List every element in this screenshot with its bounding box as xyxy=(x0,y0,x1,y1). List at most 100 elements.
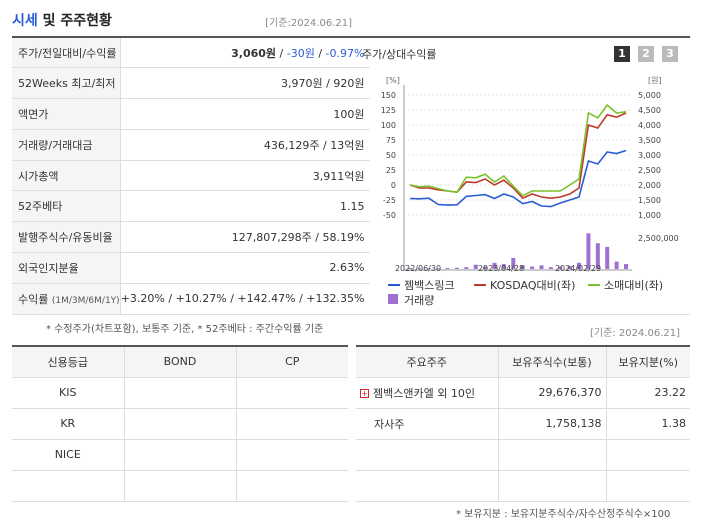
right-tick-label: 1,000 xyxy=(638,211,661,220)
series-line-retail xyxy=(409,104,627,197)
info-row: 발행주식수/유동비율 127,807,298주 / 58.19% xyxy=(12,221,371,254)
chart-tab-1[interactable]: 1 xyxy=(614,46,630,62)
volume-bar xyxy=(454,267,459,269)
right-axis-unit: [원] xyxy=(648,76,662,85)
info-value: 3,970원 / 920원 xyxy=(120,67,371,100)
left-tick-label: 150 xyxy=(381,91,396,100)
table-row: KIS xyxy=(12,377,348,409)
info-label: 액면가 xyxy=(12,98,121,130)
volume-bar xyxy=(614,261,619,269)
volume-bar xyxy=(492,262,497,269)
holder-shares xyxy=(498,470,607,502)
reference-date: [기준:2024.06.21] xyxy=(265,18,352,29)
expand-icon[interactable]: + xyxy=(360,389,369,398)
returns-periods: (1M/3M/6M/1Y) xyxy=(51,295,120,306)
chart-legend: 젬백스링크 KOSDAQ대비(좌) 소매대비(좌) 거래량 xyxy=(388,279,663,307)
left-tick-label: 50 xyxy=(386,151,396,160)
right-tick-label: 3,000 xyxy=(638,151,661,160)
legend-kosdaq: KOSDAQ대비(좌) xyxy=(490,279,575,292)
title-rest: 및 주주현황 xyxy=(37,13,112,29)
left-tick-label: 75 xyxy=(386,136,396,145)
grade-agency: KR xyxy=(12,408,125,440)
grade-cp xyxy=(236,377,348,409)
holder-percent: 1.38 xyxy=(606,408,690,440)
info-value: 436,129주 / 13억원 xyxy=(120,129,371,161)
volume-bar xyxy=(445,268,450,269)
chart-title: 주가/상대수익률 xyxy=(362,48,437,61)
info-row: 시가총액 3,911억원 xyxy=(12,160,371,192)
holder-percent: 23.22 xyxy=(606,377,690,409)
volume-tick-label: 2,500,000 xyxy=(638,234,679,243)
x-tick-label: 2022/06/30 xyxy=(395,264,441,273)
grade-bond xyxy=(124,470,237,502)
info-label: 52Weeks 최고/최저 xyxy=(12,67,121,100)
table-row xyxy=(12,470,348,502)
grade-agency xyxy=(12,470,125,502)
left-axis-unit: [%] xyxy=(386,76,400,85)
volume-bar xyxy=(408,268,412,269)
info-row: 52주베타 1.15 xyxy=(12,190,371,223)
holder-name xyxy=(356,470,499,502)
right-tick-label: 4,500 xyxy=(638,106,661,115)
major-shareholders-table: 주요주주 보유주식수(보통) 보유지분(%) + 젬백스앤카엘 외 10인 29,… xyxy=(356,345,690,502)
info-label: 시가총액 xyxy=(12,160,121,192)
returns-label: 수익률 xyxy=(18,292,49,306)
grade-cp xyxy=(236,470,348,502)
left-tick-label: 125 xyxy=(381,106,396,115)
info-value: 3,911억원 xyxy=(120,160,371,192)
table-row xyxy=(356,470,690,502)
info-row-price: 주가/전일대비/수익률 3,060원 / -30원 / -0.97% xyxy=(12,37,371,69)
x-tick-label: 2023/04/28 xyxy=(478,264,524,273)
price-change: -30원 xyxy=(286,46,315,60)
info-label: 수익률 (1M/3M/6M/1Y) xyxy=(12,283,121,315)
volume-bar xyxy=(595,243,600,269)
legend-retail: 소매대비(좌) xyxy=(604,279,663,292)
price-chart: [%] [원] 150 125 100 75 50 25 0 -25 -50 5,000 4,50… xyxy=(381,76,679,307)
holders-header-row: 주요주주 보유주식수(보통) 보유지분(%) xyxy=(356,346,690,378)
info-label: 외국인지분율 xyxy=(12,252,121,284)
grade-bond xyxy=(124,439,237,471)
volume-bar xyxy=(436,268,441,269)
col-bond: BOND xyxy=(124,346,237,378)
volume-bar xyxy=(586,233,591,269)
right-tick-label: 4,000 xyxy=(638,121,661,130)
left-tick-label: 0 xyxy=(391,181,396,190)
grade-bond xyxy=(124,377,237,409)
holder-shares xyxy=(498,439,607,471)
volume-bar xyxy=(473,264,478,269)
chart-panel: 주가/상대수익률 1 2 3 [%] [원] 150 125 100 75 50 25 0 -… xyxy=(356,36,690,315)
right-tick-label: 1,500 xyxy=(638,196,661,205)
info-value: 127,807,298주 / 58.19% xyxy=(120,221,371,254)
reference-date-holders: [기준: 2024.06.21] xyxy=(590,328,681,339)
legend-swatch-volume xyxy=(388,294,398,304)
volume-bar xyxy=(624,264,628,269)
info-row: 52Weeks 최고/최저 3,970원 / 920원 xyxy=(12,67,371,100)
holder-name: 자사주 xyxy=(356,408,499,440)
volume-bar xyxy=(483,266,488,269)
grade-cp xyxy=(236,408,348,440)
right-tick-label: 2,000 xyxy=(638,181,661,190)
col-credit-grade: 신용등급 xyxy=(12,346,125,378)
grade-header-row: 신용등급 BOND CP xyxy=(12,346,348,378)
table-row: 자사주 1,758,138 1.38 xyxy=(356,408,690,440)
holder-name xyxy=(356,439,499,471)
holder-percent xyxy=(606,470,690,502)
volume-bar xyxy=(577,262,582,269)
info-row-returns: 수익률 (1M/3M/6M/1Y) +3.20% / +10.27% / +14… xyxy=(12,283,371,315)
col-cp: CP xyxy=(236,346,348,378)
info-row: 외국인지분율 2.63% xyxy=(12,252,371,284)
volume-bar xyxy=(567,265,572,269)
footnote-price: * 수정주가(차트포함), 보통주 기준, * 52주베타 : 주간수익률 기준 xyxy=(46,324,324,335)
info-value: 100원 xyxy=(120,98,371,130)
right-tick-label: 2,500 xyxy=(638,166,661,175)
returns-values: +3.20% / +10.27% / +142.47% / +132.35% xyxy=(120,283,371,315)
volume-bar xyxy=(501,264,506,269)
chart-tab-3[interactable]: 3 xyxy=(662,46,678,62)
info-label: 52주베타 xyxy=(12,190,121,223)
grade-bond xyxy=(124,408,237,440)
chart-tab-2[interactable]: 2 xyxy=(638,46,654,62)
right-tick-label: 5,000 xyxy=(638,91,661,100)
holder-shares: 1,758,138 xyxy=(498,408,607,440)
series-line-stock xyxy=(409,149,627,208)
holder-name-cell: + 젬백스앤카엘 외 10인 xyxy=(356,377,499,409)
